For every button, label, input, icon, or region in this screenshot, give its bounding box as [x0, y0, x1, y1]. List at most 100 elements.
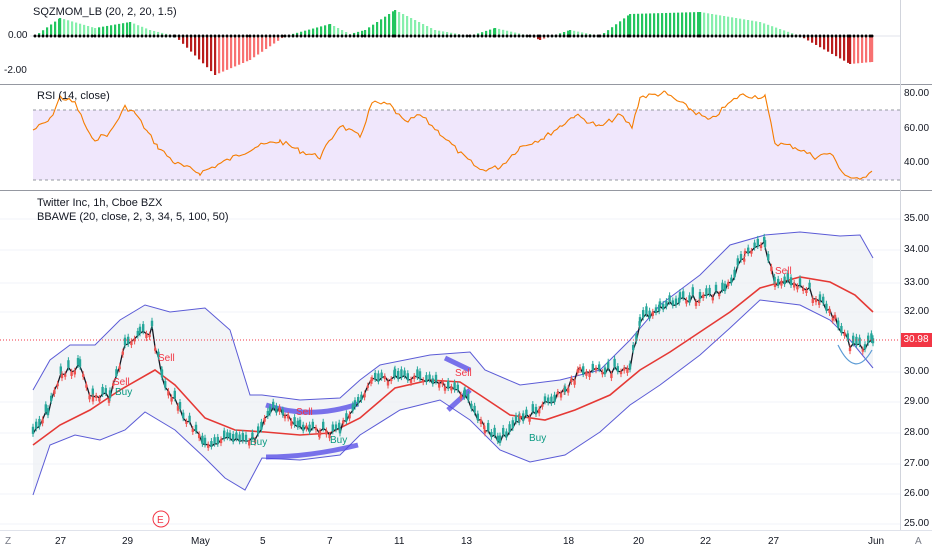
pane-divider[interactable]	[0, 190, 932, 191]
sqz-bar	[426, 26, 429, 36]
sqz-dot	[70, 34, 74, 38]
sqz-dot	[692, 34, 696, 38]
candle-body	[416, 369, 419, 377]
candle-body	[623, 367, 626, 371]
sqz-dot	[252, 34, 256, 38]
sqz-dot	[315, 34, 319, 38]
sqz-dot	[465, 34, 469, 38]
sqz-bar	[627, 15, 630, 36]
price-pane[interactable]: Sell Buy Sell Buy Sell Buy Buy Sell Sell E Twitte…	[0, 191, 932, 530]
candle-body	[789, 277, 793, 285]
sqz-dot	[660, 34, 664, 38]
candle-body	[753, 242, 756, 248]
sqzmom-pane[interactable]: SQZMOM_LB (20, 2, 20, 1.5) 0.00 -2.00	[0, 0, 932, 84]
candle-body	[59, 366, 62, 374]
corner-left-button[interactable]: Z	[5, 536, 12, 547]
sqz-bar	[337, 28, 340, 36]
sqz-dot	[185, 34, 189, 38]
candle-body	[377, 373, 380, 382]
candle-body	[290, 421, 293, 426]
sqz-bar	[442, 31, 445, 36]
candle-body	[164, 381, 167, 388]
candle-body	[210, 441, 213, 447]
candle-body	[662, 303, 665, 310]
sqz-dot	[774, 34, 778, 38]
sqz-dot	[738, 34, 742, 38]
corner-right-button[interactable]: A	[915, 536, 922, 547]
sqz-dot	[706, 34, 710, 38]
candle-body	[773, 276, 776, 284]
symbol-title[interactable]: Twitter Inc, 1h, Cboe BZX	[37, 197, 163, 209]
candle-body	[852, 335, 855, 344]
sqz-bar	[341, 30, 344, 36]
candle-body	[576, 369, 579, 373]
sqz-bar	[218, 36, 221, 74]
sqz-bar	[206, 36, 209, 68]
sqz-dot	[41, 34, 45, 38]
candle-body	[251, 432, 254, 438]
candle-body	[296, 420, 299, 427]
candle-body	[658, 304, 661, 312]
squeeze-highlight	[443, 355, 472, 373]
candle-body	[98, 398, 101, 402]
sqz-dot	[328, 34, 332, 38]
candle-body	[550, 396, 553, 403]
candle-body	[434, 374, 438, 382]
sqz-dot	[734, 34, 738, 38]
candle-body	[302, 424, 305, 431]
candle-body	[780, 281, 783, 286]
sqz-dot	[268, 34, 272, 38]
candle-body	[463, 389, 467, 396]
candle-body	[108, 390, 112, 399]
candle-body	[178, 401, 182, 409]
candle-body	[266, 410, 269, 417]
sqz-dot	[628, 34, 632, 38]
time-label: 13	[461, 536, 473, 547]
price-axis-28: 28.00	[904, 427, 930, 438]
candle-body	[201, 435, 204, 444]
candle-body	[338, 428, 342, 434]
candle-body	[802, 288, 805, 291]
squeeze-lower-highlight	[265, 442, 359, 460]
candle-body	[635, 334, 638, 341]
sqz-dot	[401, 34, 405, 38]
candle-body	[567, 388, 570, 393]
pane-divider[interactable]	[0, 84, 932, 85]
candle-body	[431, 378, 434, 384]
sqzmom-label: SQZMOM_LB (20, 2, 20, 1.5)	[33, 6, 177, 18]
sqz-bar	[699, 12, 702, 36]
sqz-bar	[498, 28, 501, 36]
sqz-dot	[584, 34, 588, 38]
candle-body	[582, 366, 585, 375]
sqz-bar	[641, 13, 644, 36]
sqz-dot	[842, 34, 846, 38]
sqz-dot	[726, 34, 730, 38]
sqz-dot	[125, 34, 129, 38]
time-axis[interactable]: Z 27 29 May 5 7 11 13 18 20 22 27 Jun A	[0, 530, 932, 551]
rsi-pane[interactable]: RSI (14, close) 80.00 60.00 40.00	[0, 85, 932, 190]
candle-body	[688, 295, 691, 303]
sqz-bar	[747, 20, 750, 36]
sqz-dot	[121, 34, 125, 38]
sqz-bar	[368, 27, 371, 36]
sqz-bar	[430, 28, 433, 36]
candle-body	[818, 294, 822, 301]
price-axis-27: 27.00	[904, 458, 930, 469]
sqz-bar	[510, 31, 513, 36]
bbawe-label[interactable]: BBAWE (20, close, 2, 3, 34, 5, 100, 50)	[37, 211, 229, 223]
sqz-dot	[225, 34, 229, 38]
candle-body	[422, 380, 425, 383]
sqz-bar	[611, 27, 614, 36]
candle-body	[518, 416, 522, 419]
sqz-bar	[681, 12, 684, 36]
sqz-dot	[684, 34, 688, 38]
sqz-bar	[569, 30, 572, 36]
sqz-dot	[181, 34, 185, 38]
sqz-dot	[433, 34, 437, 38]
sqz-dot	[794, 34, 798, 38]
sqz-bar	[153, 30, 156, 36]
candle-body	[112, 383, 115, 386]
candle-body	[314, 427, 318, 430]
sqz-dot	[838, 34, 842, 38]
candle-body	[479, 419, 483, 425]
